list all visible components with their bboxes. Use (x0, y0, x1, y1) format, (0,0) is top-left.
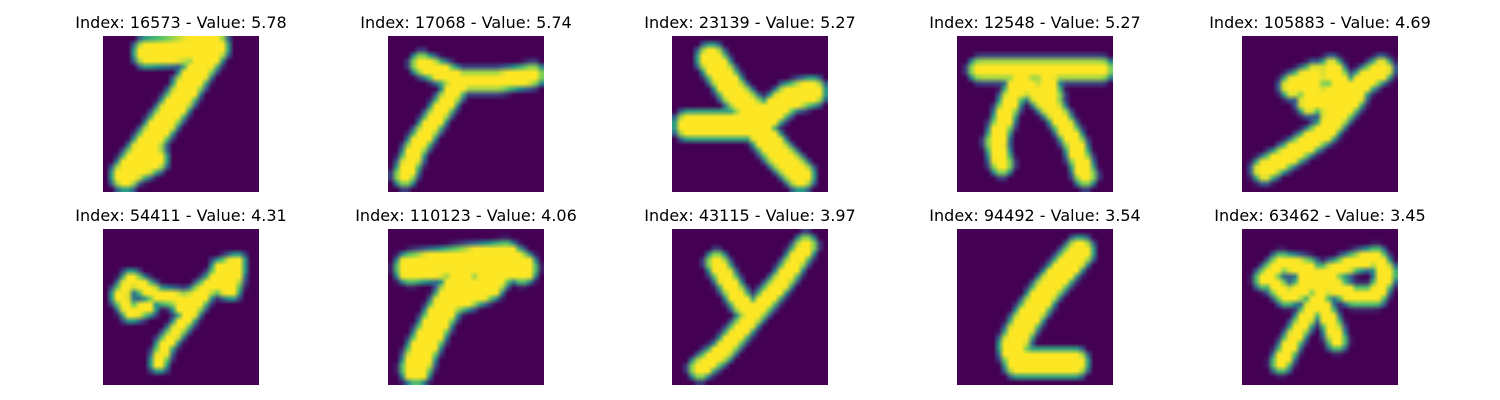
panel-image (103, 229, 259, 385)
panel-image (1242, 36, 1398, 192)
panel-image (1242, 229, 1398, 385)
panel-image (103, 36, 259, 192)
panel-title: Index: 105883 - Value: 4.69 (1209, 13, 1431, 32)
panel-image (672, 36, 828, 192)
panel-image (672, 229, 828, 385)
panel-title: Index: 110123 - Value: 4.06 (355, 206, 577, 225)
panel-image (957, 36, 1113, 192)
panel-image (388, 229, 544, 385)
panel-title: Index: 23139 - Value: 5.27 (644, 13, 856, 32)
panel-title: Index: 16573 - Value: 5.78 (75, 13, 287, 32)
panel-image (388, 36, 544, 192)
panel-title: Index: 94492 - Value: 3.54 (929, 206, 1141, 225)
panel-title: Index: 12548 - Value: 5.27 (929, 13, 1141, 32)
panel-title: Index: 17068 - Value: 5.74 (360, 13, 572, 32)
panel-title: Index: 63462 - Value: 3.45 (1214, 206, 1426, 225)
panel-title: Index: 54411 - Value: 4.31 (75, 206, 287, 225)
panel-title: Index: 43115 - Value: 3.97 (644, 206, 856, 225)
panel-image (957, 229, 1113, 385)
